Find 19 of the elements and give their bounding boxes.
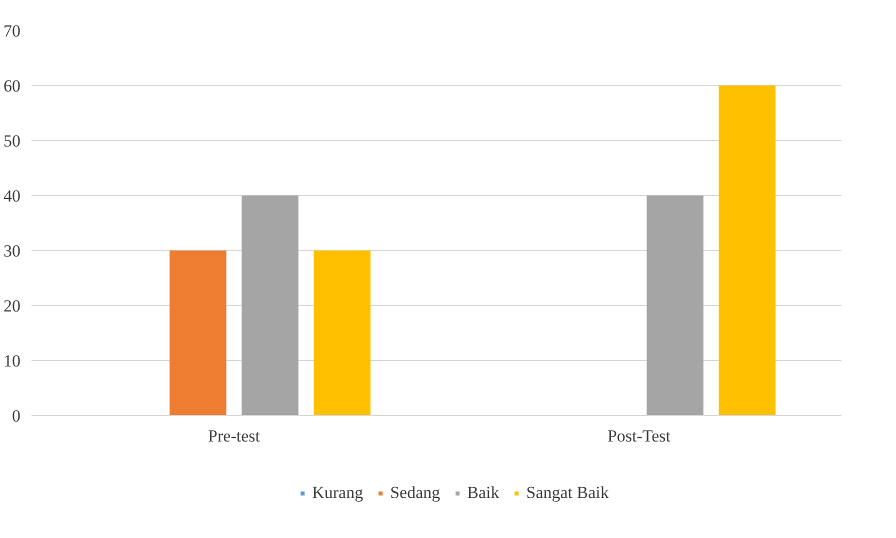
y-tick-label: 70 bbox=[4, 22, 20, 40]
y-tick-label: 50 bbox=[4, 132, 20, 150]
bar bbox=[718, 86, 776, 416]
y-tick-label: 30 bbox=[4, 242, 20, 260]
y-tick-label: 60 bbox=[4, 76, 20, 96]
bar bbox=[646, 196, 704, 416]
bar bbox=[314, 250, 370, 416]
y-tick-label: 0 bbox=[12, 406, 20, 426]
x-tick-label: Post-Test bbox=[607, 426, 671, 446]
y-tick-label: 40 bbox=[4, 186, 20, 206]
legend-label: Sangat Baik bbox=[526, 483, 609, 503]
x-tick-label: Pre-test bbox=[208, 426, 260, 446]
legend-label: Baik bbox=[467, 483, 500, 503]
legend-label: Sedang bbox=[390, 483, 440, 503]
bar bbox=[170, 250, 226, 416]
y-tick-label: 10 bbox=[4, 352, 20, 370]
legend-label: Kurang bbox=[312, 483, 364, 503]
bar bbox=[242, 196, 298, 416]
y-tick-label: 20 bbox=[4, 296, 20, 316]
